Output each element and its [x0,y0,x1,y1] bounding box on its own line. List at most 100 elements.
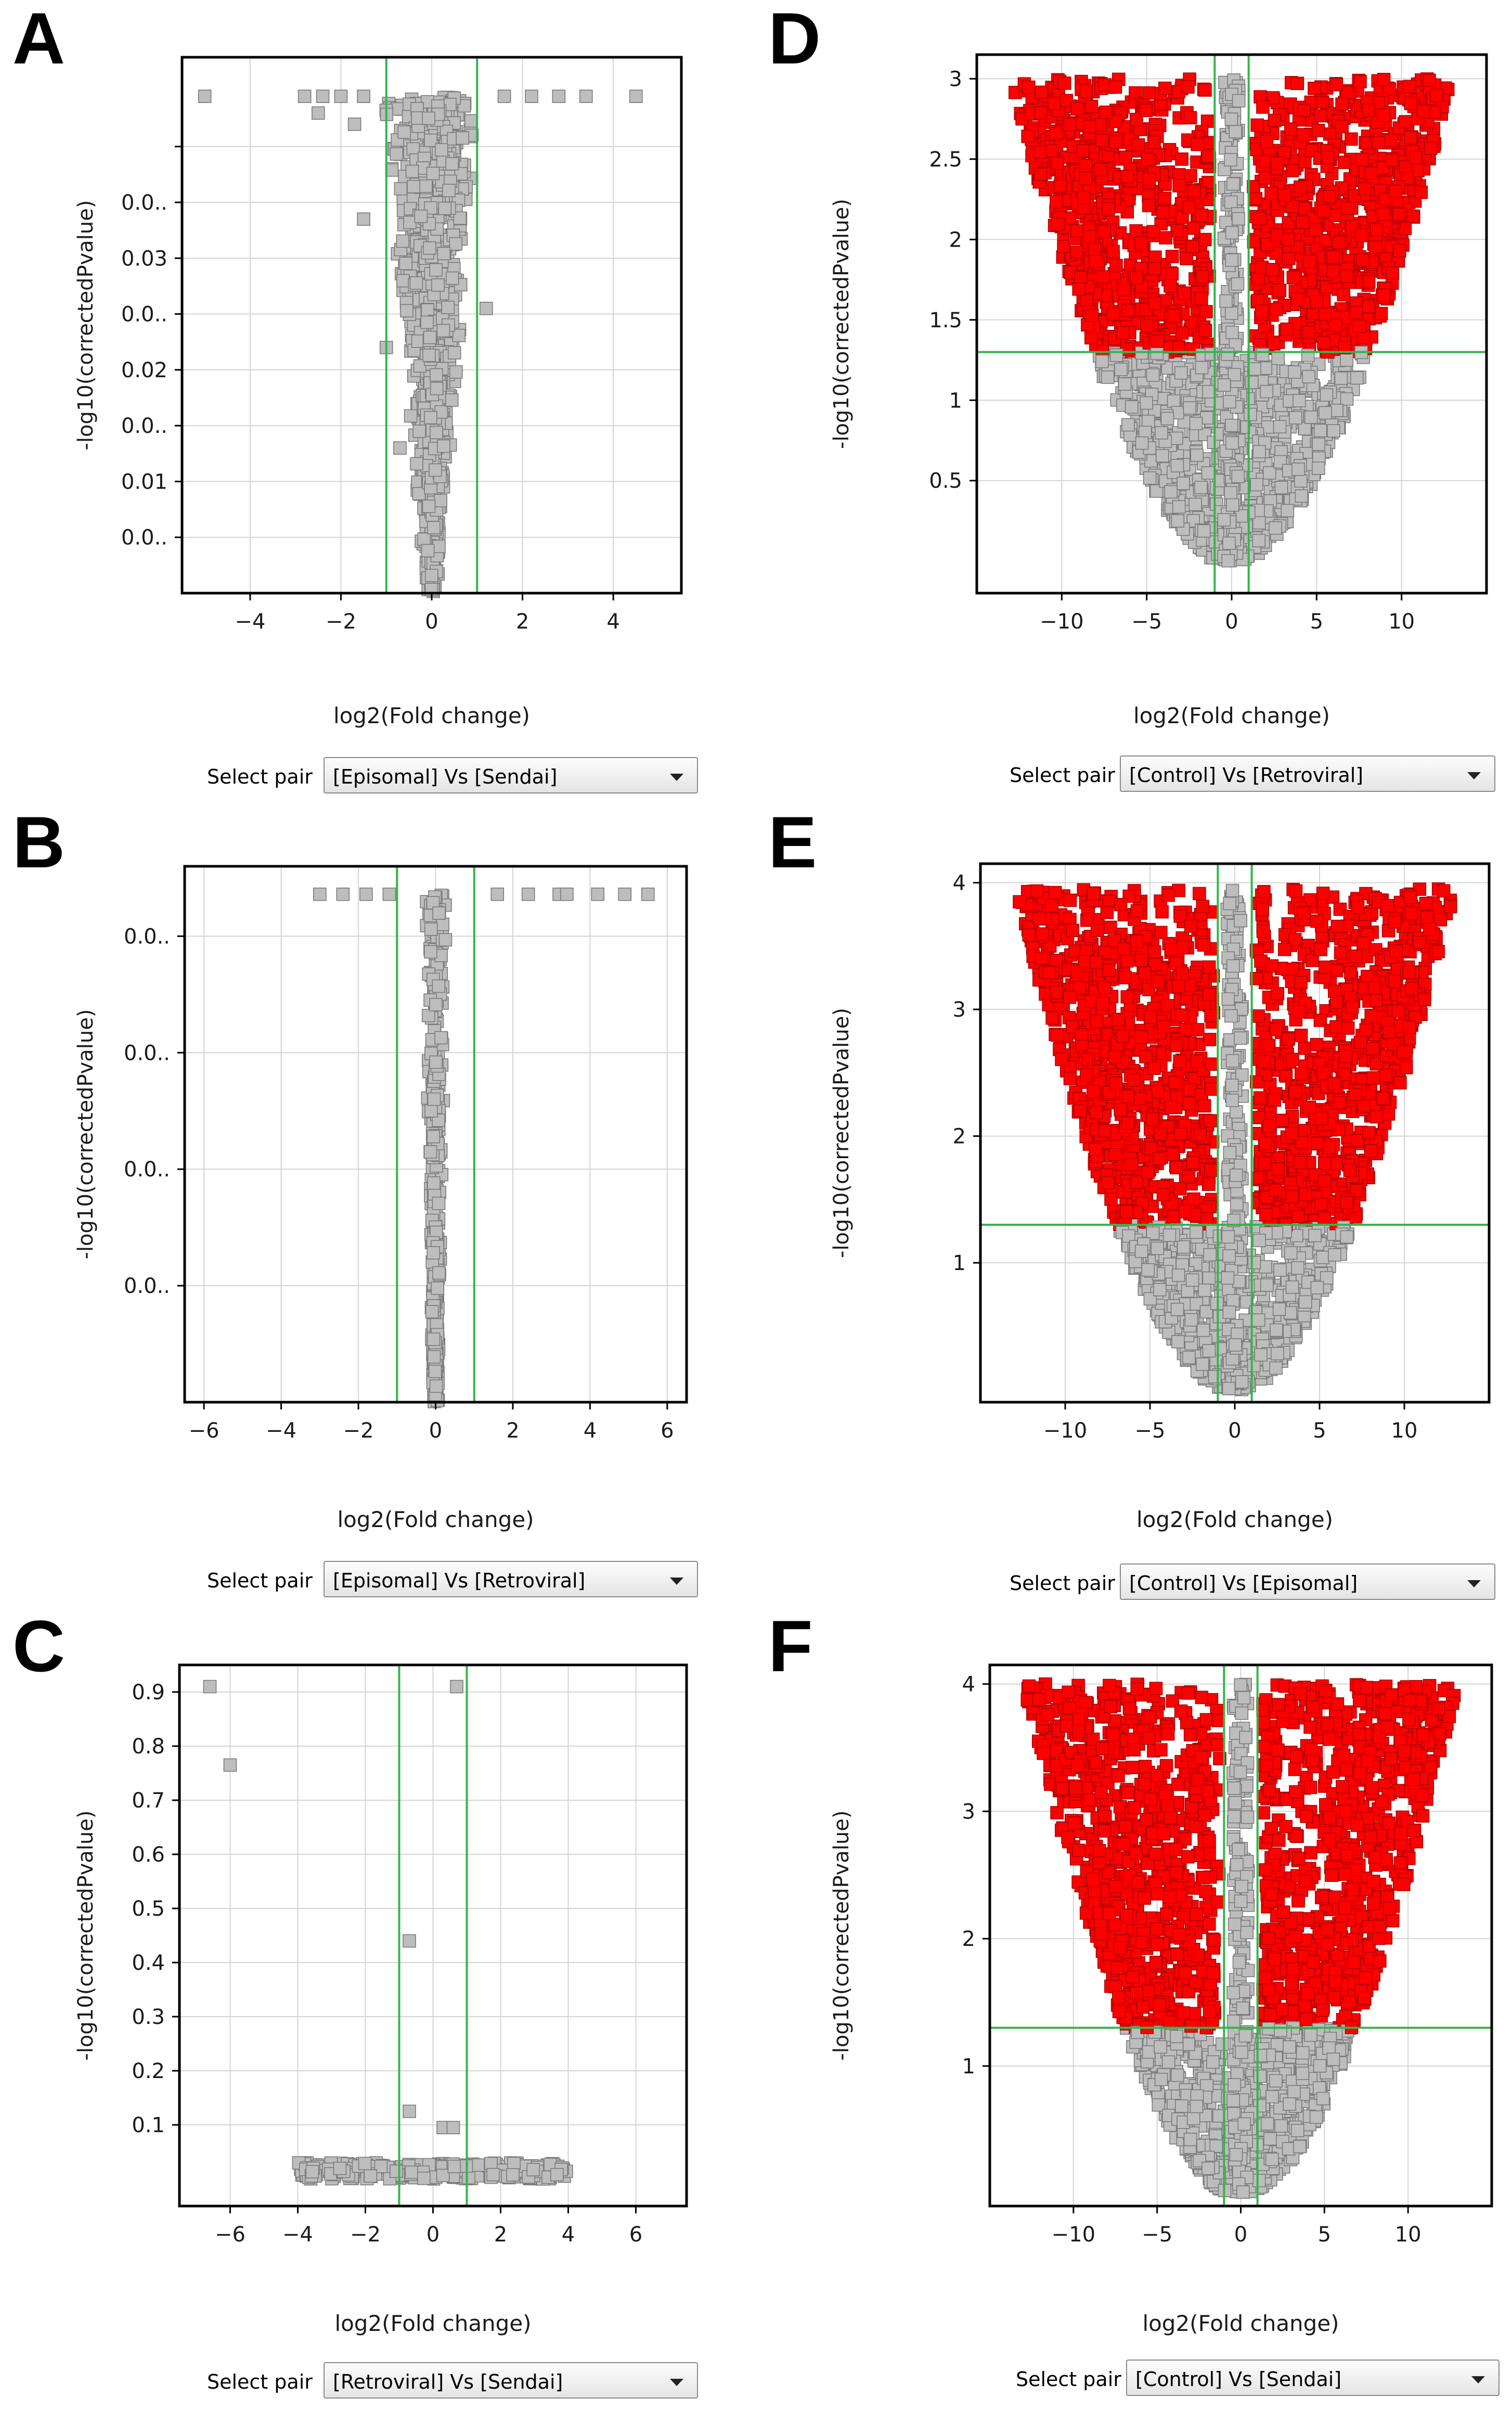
data-point-significant [1259,172,1271,184]
select-pair-dropdown[interactable]: [Control] Vs [Retroviral] [1120,755,1495,792]
data-point [1226,437,1238,449]
data-point-significant [1071,225,1083,237]
y-tick-label: 3 [949,67,962,91]
data-point-significant [1363,275,1375,288]
data-point-significant [1322,151,1334,164]
data-point-significant [1097,271,1110,283]
data-point [446,394,458,406]
data-point [435,144,448,156]
data-point-significant [1109,81,1121,93]
data-point-significant [1423,74,1436,86]
data-point [508,2157,520,2170]
data-point-significant [1184,111,1197,124]
data-point-significant [1118,284,1130,296]
data-point-significant [1164,280,1177,292]
data-point-significant [1130,272,1143,284]
data-point [1119,378,1131,390]
x-tick-label: −10 [1040,610,1083,634]
data-point [314,888,326,901]
select-pair-value: [Episomal] Vs [Sendai] [333,765,557,788]
data-point [1220,295,1232,307]
data-point [337,888,349,901]
data-point [437,440,450,452]
data-point [1252,534,1265,547]
data-point [1340,354,1353,366]
data-point [1177,477,1190,490]
data-point [415,210,427,223]
y-tick-label: 0.01 [121,470,167,494]
y-tick-label: 0.2 [132,2059,165,2083]
data-point-significant [1186,240,1198,253]
data-point-significant [1130,225,1142,237]
data-point [472,2159,484,2171]
data-point [429,1365,442,1378]
data-point-significant [1149,251,1161,263]
select-pair-dropdown[interactable]: [Episomal] Vs [Retroviral] [324,1561,698,1597]
x-tick-label: 6 [629,2223,642,2247]
data-point [449,238,462,250]
data-point [428,521,440,534]
data-point [1233,95,1245,107]
select-pair-dropdown[interactable]: [Episomal] Vs [Sendai] [324,757,698,793]
data-point-significant [1183,201,1195,214]
data-point [462,2172,475,2184]
data-point [428,1177,440,1189]
data-point-significant [1378,73,1390,86]
x-axis-label: log2(Fold change) [334,2311,531,2336]
data-point [1314,424,1327,437]
data-point [1218,514,1230,526]
data-point [412,335,424,348]
data-point [312,107,325,119]
x-tick-label: 2 [506,1419,519,1443]
data-point-significant [1323,190,1336,203]
data-point-significant [1270,303,1283,316]
data-point-significant [1080,159,1092,172]
data-point [1244,408,1257,421]
data-point-significant [1330,79,1342,91]
data-point [1335,372,1347,384]
data-point-significant [1269,114,1281,127]
data-point-significant [1100,106,1112,119]
data-point [1327,425,1340,437]
data-point [1226,499,1239,511]
data-point [421,304,434,316]
data-point [465,114,477,127]
data-point [1330,404,1343,417]
data-point [1232,213,1245,225]
y-axis-label: -log10(correctedPvalue) [74,1811,98,2061]
data-point-significant [1319,308,1331,321]
chevron-down-icon [670,1578,683,1585]
data-point [1144,472,1156,484]
data-point-significant [1140,104,1152,117]
data-point-significant [1251,119,1263,131]
y-tick-label: 0.7 [132,1789,165,1813]
y-tick-label: 0.4 [132,1951,165,1975]
x-tick-label: −6 [189,1419,219,1443]
data-point-significant [1083,230,1096,243]
data-point [427,1247,440,1259]
data-point [399,257,412,270]
data-point [424,945,437,958]
select-pair-dropdown[interactable]: [Retroviral] Vs [Sendai] [324,2362,698,2399]
data-point [430,1056,442,1068]
data-point [491,888,503,901]
data-point-significant [1291,77,1303,89]
data-point-significant [1079,172,1092,185]
data-point-significant [1176,327,1188,339]
data-point [1320,389,1333,401]
data-point [1312,462,1325,475]
data-point-significant [1403,80,1416,93]
data-point-significant [1195,209,1208,222]
data-point-significant [1199,324,1211,337]
data-point-significant [1045,145,1057,157]
data-point [1225,254,1238,266]
x-tick-label: 2 [494,2223,507,2247]
chevron-down-icon [670,774,683,781]
data-point [1223,537,1235,549]
select-pair-value: [Episomal] Vs [Retroviral] [333,1569,585,1592]
data-point [364,2170,377,2182]
y-tick-label: 0.0.. [124,1274,170,1298]
